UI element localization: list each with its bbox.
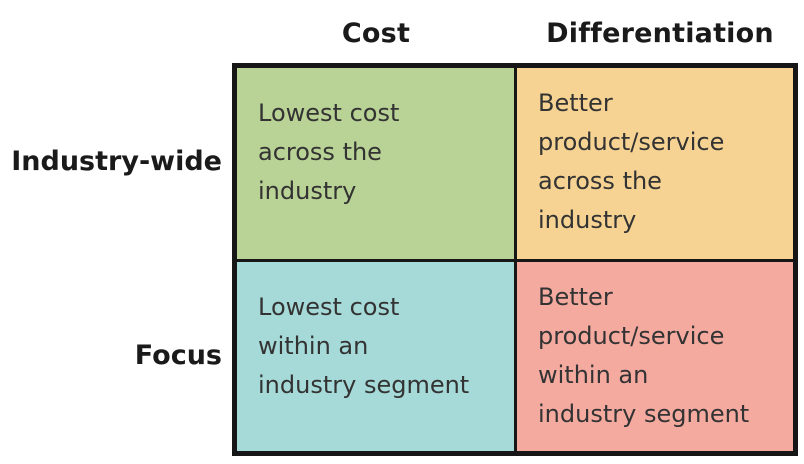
cell-industry-wide-differentiation: Better product/service across the indust… (517, 68, 793, 259)
cell-focus-cost: Lowest cost within an industry segment (237, 262, 514, 451)
column-header-cost: Cost (341, 18, 411, 49)
cell-industry-wide-cost: Lowest cost across the industry (237, 68, 514, 259)
row-header-focus: Focus (134, 340, 222, 371)
strategy-matrix: Lowest cost across the industry Better p… (232, 63, 798, 456)
cell-focus-differentiation: Better product/service within an industr… (517, 262, 793, 451)
column-header-differentiation: Differentiation (546, 18, 774, 49)
row-header-industry-wide: Industry-wide (11, 146, 222, 177)
